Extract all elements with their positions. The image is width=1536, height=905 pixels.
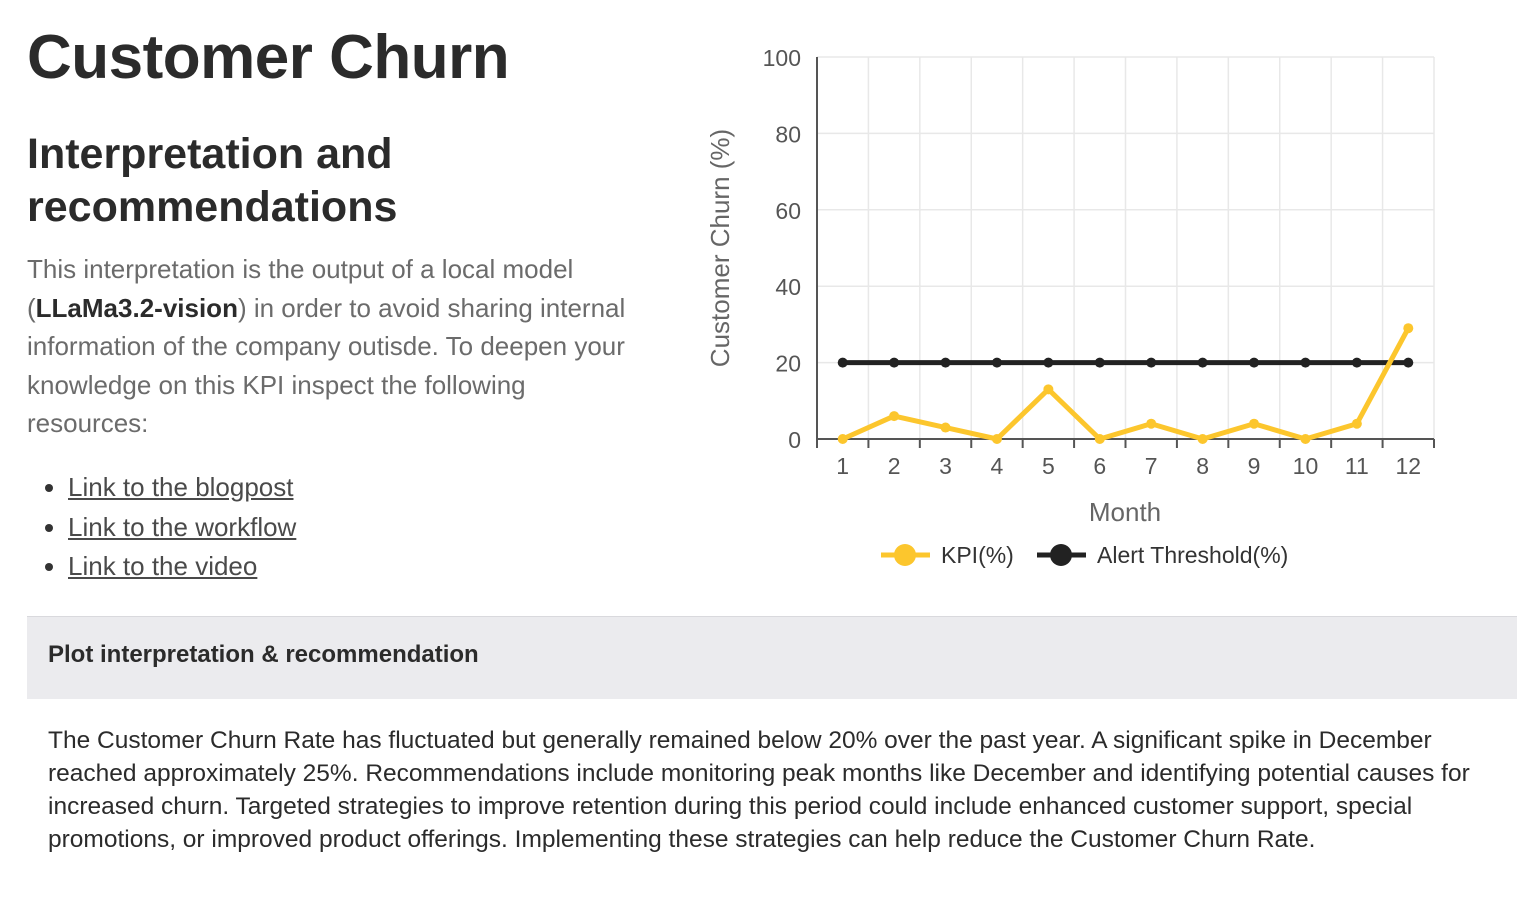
plot-interpretation-body: The Customer Churn Rate has fluctuated b… — [48, 727, 1470, 853]
video-link[interactable]: Link to the video — [68, 551, 258, 581]
model-name: LLaMa3.2-vision — [35, 292, 238, 323]
resource-link-item: Link to the video — [68, 547, 296, 587]
y-tick-label: 80 — [775, 121, 801, 147]
kpi-data-point — [1300, 434, 1311, 444]
page-title: Customer Churn — [27, 23, 510, 92]
y-tick-label: 0 — [788, 427, 801, 453]
kpi-legend-label: KPI(%) — [941, 542, 1014, 568]
plot-interpretation-title: Plot interpretation & recommendation — [48, 641, 479, 668]
kpi-data-point — [1094, 434, 1105, 444]
resource-links-list: Link to the blogpost Link to the workflo… — [27, 468, 296, 587]
x-tick-label: 4 — [991, 453, 1004, 479]
x-tick-label: 9 — [1248, 453, 1261, 479]
grid-layer — [816, 56, 1435, 440]
kpi-data-point — [1403, 323, 1414, 334]
threshold-legend-marker — [1050, 544, 1072, 566]
interpretation-heading: Interpretation and recommendations — [27, 130, 398, 231]
x-tick-label: 2 — [888, 453, 901, 479]
threshold-data-point — [889, 357, 900, 368]
x-tick-label: 6 — [1093, 453, 1106, 479]
series-layer — [837, 323, 1414, 444]
y-tick-label: 100 — [763, 45, 801, 71]
kpi-legend-marker — [894, 544, 916, 566]
kpi-data-point — [1197, 434, 1208, 444]
chart-legend: KPI(%) Alert Threshold(%) — [881, 542, 1288, 568]
kpi-data-point — [1249, 418, 1260, 429]
x-tick-label: 5 — [1042, 453, 1055, 479]
intro-paragraph: This interpretation is the output of a l… — [27, 250, 647, 443]
x-tick-label: 12 — [1395, 453, 1421, 479]
kpi-data-point — [991, 434, 1002, 444]
kpi-data-point — [1043, 384, 1054, 395]
kpi-data-point — [1146, 418, 1157, 429]
kpi-series-line — [841, 327, 1411, 442]
kpi-data-point — [889, 411, 900, 422]
threshold-data-point — [837, 357, 848, 368]
blogpost-link[interactable]: Link to the blogpost — [68, 472, 294, 502]
y-tick-label: 20 — [775, 351, 801, 377]
threshold-data-point — [1351, 357, 1362, 368]
y-tick-label: 40 — [775, 274, 801, 300]
x-tick-label: 1 — [836, 453, 849, 479]
kpi-data-point — [940, 422, 951, 433]
threshold-legend-label: Alert Threshold(%) — [1097, 542, 1288, 568]
threshold-data-point — [1094, 357, 1105, 368]
intro-text-before: This interpretation is the output of a l… — [27, 254, 574, 323]
kpi-data-point — [837, 434, 848, 444]
x-axis-title: Month — [1089, 497, 1161, 527]
plot-interpretation-header: Plot interpretation & recommendation — [27, 616, 1517, 699]
threshold-data-point — [940, 357, 951, 368]
threshold-data-point — [991, 357, 1002, 368]
threshold-data-point — [1146, 357, 1157, 368]
x-tick-label: 8 — [1196, 453, 1209, 479]
threshold-data-point — [1403, 357, 1414, 368]
x-tick-label: 10 — [1293, 453, 1319, 479]
workflow-link[interactable]: Link to the workflow — [68, 511, 297, 542]
intro-text-after: ) in order to avoid sharing internal inf… — [27, 292, 626, 439]
resource-link-item: Link to the blogpost — [68, 468, 296, 508]
threshold-data-point — [1249, 357, 1260, 368]
x-tick-label: 11 — [1345, 453, 1369, 479]
threshold-data-point — [1197, 357, 1208, 368]
x-tick-label: 3 — [939, 453, 952, 479]
kpi-data-point — [1351, 418, 1362, 429]
x-tick-label: 7 — [1145, 453, 1158, 479]
threshold-data-point — [1300, 357, 1311, 368]
y-tick-label: 60 — [775, 198, 801, 224]
threshold-data-point — [1043, 357, 1054, 368]
resource-link-item: Link to the workflow — [68, 508, 296, 548]
y-axis-title: Customer Churn (%) — [705, 129, 735, 367]
